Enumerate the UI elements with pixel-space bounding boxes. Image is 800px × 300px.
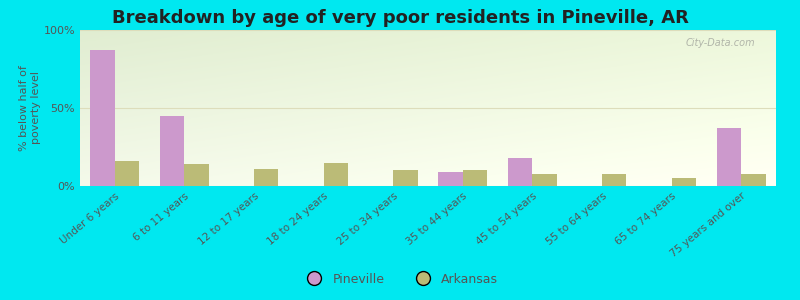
Y-axis label: % below half of
poverty level: % below half of poverty level xyxy=(19,65,41,151)
Bar xyxy=(323,163,348,186)
Bar xyxy=(602,173,626,186)
Bar xyxy=(508,158,533,186)
Text: City-Data.com: City-Data.com xyxy=(686,38,755,48)
Bar xyxy=(254,169,278,186)
Bar xyxy=(533,173,557,186)
Bar xyxy=(672,178,696,186)
Bar xyxy=(90,50,115,186)
Bar xyxy=(463,170,487,186)
Text: Breakdown by age of very poor residents in Pineville, AR: Breakdown by age of very poor residents … xyxy=(111,9,689,27)
Bar xyxy=(717,128,741,186)
Legend: Pineville, Arkansas: Pineville, Arkansas xyxy=(297,268,503,291)
Bar xyxy=(742,173,766,186)
Bar xyxy=(185,164,209,186)
Bar xyxy=(160,116,185,186)
Bar xyxy=(394,170,418,186)
Bar xyxy=(115,161,139,186)
Bar xyxy=(438,172,462,186)
